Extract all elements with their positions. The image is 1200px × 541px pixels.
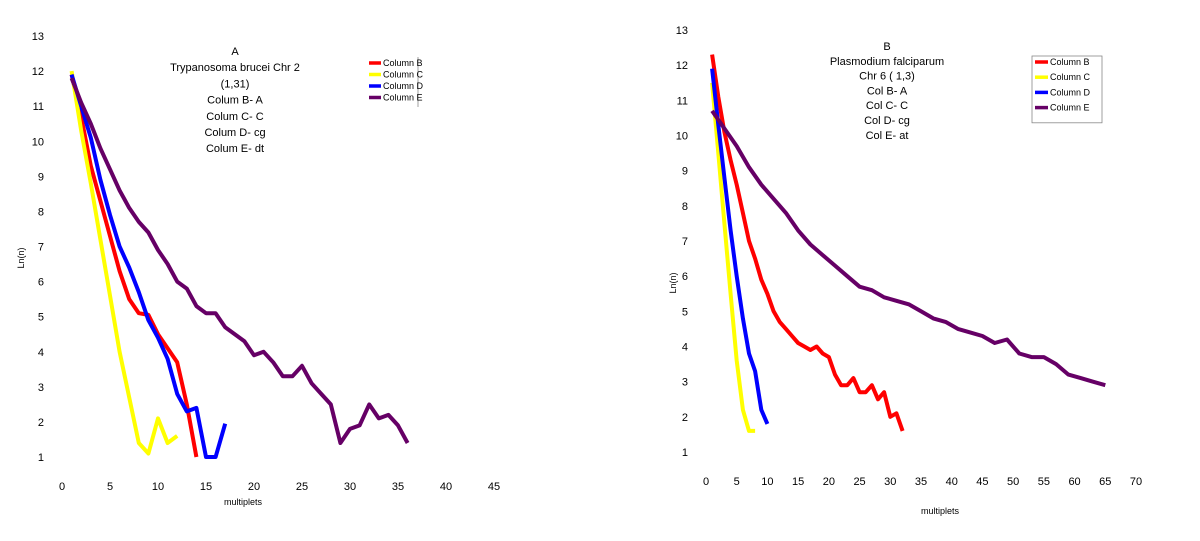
- x-tick-label: 15: [200, 481, 212, 493]
- chart-title-line: Col D- cg: [864, 115, 910, 127]
- x-tick-label: 65: [1099, 476, 1111, 488]
- legend-box: [1031, 55, 1103, 124]
- y-tick-label: 11: [677, 95, 688, 107]
- x-tick-label: 15: [792, 476, 804, 488]
- x-tick-label: 10: [761, 476, 773, 488]
- x-tick-label: 35: [392, 481, 404, 493]
- series-line-column-b: [69, 74, 199, 458]
- legend-label: Column B: [1050, 57, 1090, 67]
- legend-label: Column B: [383, 58, 423, 68]
- y-tick-label: 1: [38, 452, 44, 464]
- y-tick-label: 6: [38, 277, 44, 289]
- x-tick-label: 0: [703, 476, 709, 488]
- x-tick-label: 45: [976, 476, 988, 488]
- y-axis-label: Ln(n): [16, 247, 26, 268]
- y-tick-label: 5: [682, 306, 688, 318]
- y-tick-label: 3: [38, 382, 44, 394]
- legend-label: Column D: [1050, 87, 1091, 97]
- series-line-column-e: [69, 77, 410, 445]
- x-tick-label: 40: [946, 476, 958, 488]
- chart-title-line: (1,31): [221, 78, 250, 90]
- chart-title-line: Col E- at: [866, 130, 909, 142]
- y-tick-label: 9: [38, 171, 44, 183]
- x-tick-label: 40: [440, 481, 452, 493]
- chart-title-line: Colum E- dt: [206, 143, 264, 155]
- x-tick-label: 20: [248, 481, 260, 493]
- y-tick-label: 10: [32, 136, 44, 148]
- chart-title-line: Plasmodium falciparum: [830, 56, 944, 68]
- y-tick-label: 5: [38, 312, 44, 324]
- x-tick-label: 55: [1038, 476, 1050, 488]
- y-tick-label: 12: [676, 60, 688, 72]
- chart-title-line: B: [883, 41, 890, 53]
- y-tick-label: 4: [38, 347, 44, 359]
- x-tick-label: 35: [915, 476, 927, 488]
- y-tick-label: 11: [33, 101, 44, 113]
- x-tick-label: 30: [344, 481, 356, 493]
- chart-title-line: A: [231, 46, 239, 58]
- legend-label: Column C: [383, 70, 424, 80]
- y-axis-label: Ln(n): [668, 272, 678, 293]
- x-tick-label: 5: [734, 476, 740, 488]
- chart-panel-b: 0 5 10 15 20 25 30 35 40 45 50 55 60 65 70123456789101…: [668, 25, 1142, 516]
- y-tick-label: 12: [32, 66, 44, 78]
- x-tick-label: 25: [853, 476, 865, 488]
- series-line-column-c: [710, 82, 756, 433]
- chart-title-line: Trypanosoma brucei Chr 2: [170, 62, 300, 74]
- chart-panel-a: 0 5 10 15 20 25 30 35 40 4512345678910111213multi…: [16, 31, 500, 507]
- x-tick-label: 45: [488, 481, 500, 493]
- series-line-column-e: [710, 109, 1106, 388]
- x-tick-label: 50: [1007, 476, 1019, 488]
- series-line-column-d: [69, 74, 228, 459]
- x-tick-label: 60: [1068, 476, 1080, 488]
- y-tick-label: 10: [676, 131, 688, 143]
- x-tick-label: 10: [152, 481, 164, 493]
- series-line-column-b: [710, 54, 905, 432]
- chart-title-line: Col C- C: [866, 100, 908, 112]
- x-axis-label: multiplets: [921, 506, 960, 516]
- legend-label: Column E: [383, 93, 423, 103]
- y-tick-label: 8: [682, 201, 688, 213]
- y-tick-label: 13: [32, 31, 44, 43]
- legend-label: Column C: [1050, 72, 1091, 82]
- x-tick-label: 20: [823, 476, 835, 488]
- x-tick-label: 25: [296, 481, 308, 493]
- y-tick-label: 7: [38, 242, 44, 254]
- y-tick-label: 8: [38, 206, 44, 218]
- y-tick-label: 3: [682, 377, 688, 389]
- x-tick-label: 70: [1130, 476, 1142, 488]
- x-tick-label: 0: [59, 481, 65, 493]
- chart-title-line: Colum D- cg: [204, 127, 265, 139]
- legend-label: Column D: [383, 81, 424, 91]
- x-axis-label: multiplets: [224, 497, 263, 507]
- y-tick-label: 13: [676, 25, 688, 37]
- y-tick-label: 4: [682, 342, 688, 354]
- chart-title-line: Colum B- A: [207, 95, 263, 107]
- series-line-column-d: [710, 68, 770, 425]
- chart-title-line: Colum C- C: [206, 111, 264, 123]
- y-tick-label: 7: [682, 236, 688, 248]
- y-tick-label: 2: [38, 417, 44, 429]
- chart-title-line: Chr 6 ( 1,3): [859, 71, 915, 83]
- y-tick-label: 9: [682, 166, 688, 178]
- x-tick-label: 30: [884, 476, 896, 488]
- y-tick-label: 2: [682, 412, 688, 424]
- x-tick-label: 5: [107, 481, 113, 493]
- y-tick-label: 6: [682, 271, 688, 283]
- y-tick-label: 1: [682, 447, 688, 459]
- legend-label: Column E: [1050, 103, 1090, 113]
- series-line-column-c: [69, 70, 179, 456]
- chart-title-line: Col B- A: [867, 85, 908, 97]
